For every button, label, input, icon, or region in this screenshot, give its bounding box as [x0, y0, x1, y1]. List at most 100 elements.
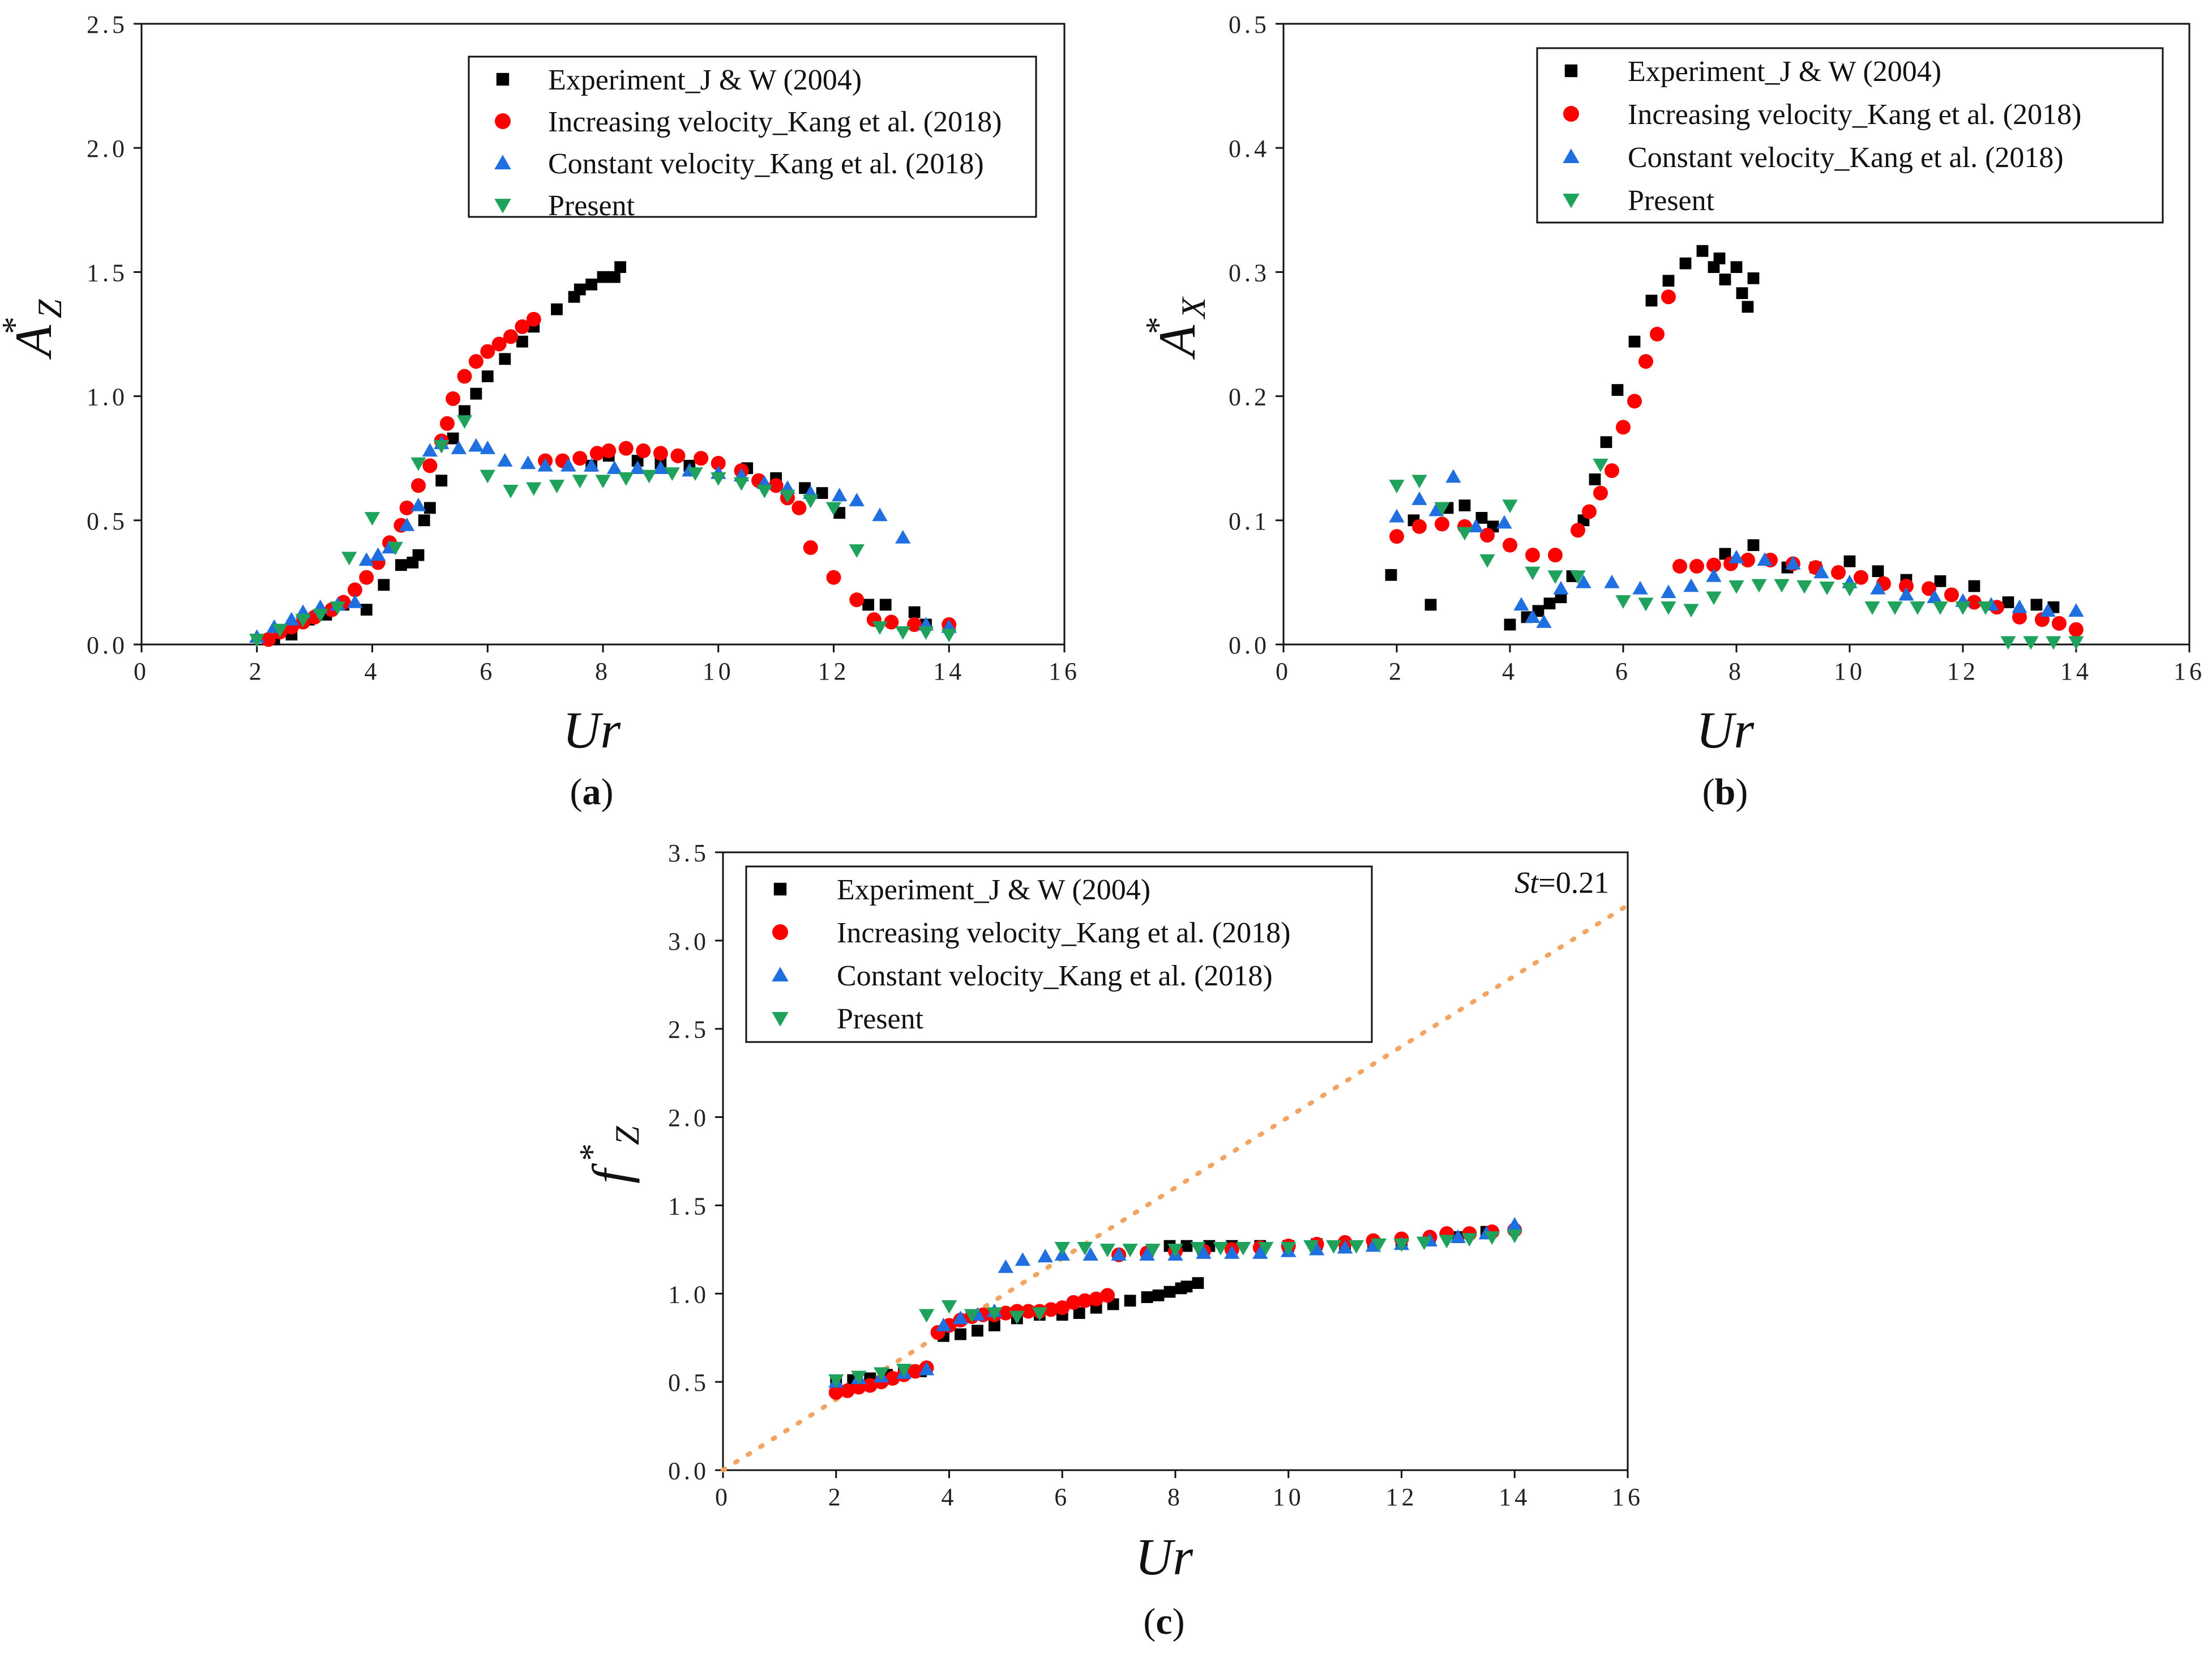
data-point — [828, 1385, 844, 1400]
data-point — [1054, 1242, 1070, 1256]
legend-marker — [494, 155, 511, 170]
legend: Experiment_J & W (2004) Increasing veloci… — [745, 865, 1373, 1043]
data-point — [1887, 601, 1903, 615]
data-point — [1842, 583, 1858, 597]
data-point — [935, 1317, 952, 1331]
data-point — [885, 1370, 900, 1386]
data-point — [952, 1310, 969, 1325]
data-point — [434, 440, 450, 454]
data-point — [439, 416, 455, 431]
data-point — [491, 336, 507, 352]
data-point — [849, 493, 865, 506]
data-point — [1309, 1241, 1325, 1256]
y-tick-label: 0.3 — [1229, 259, 1270, 287]
data-point — [284, 612, 300, 626]
data-point — [249, 633, 265, 647]
data-point — [1389, 509, 1405, 523]
data-point — [1553, 580, 1569, 595]
data-point — [1899, 578, 1914, 593]
data-point — [597, 271, 609, 283]
data-point — [2002, 596, 2014, 608]
data-point — [1326, 1240, 1342, 1254]
data-point — [468, 354, 484, 369]
data-point — [1385, 569, 1397, 581]
data-point — [803, 494, 819, 509]
y-axis-label-main: A — [5, 324, 62, 360]
y-tick-label: 0.0 — [87, 631, 128, 659]
chart-panel-c: 0 2 4 6 8 10 12 14 160.00.51.01.52.02.53.03.5Urf… — [573, 839, 1640, 1642]
y-axis-label-sub: X — [1175, 296, 1212, 319]
data-point — [1411, 491, 1427, 505]
data-point — [1571, 523, 1585, 538]
data-point — [1389, 529, 1404, 544]
data-point — [1740, 552, 1755, 567]
data-point — [791, 500, 807, 515]
data-point — [1854, 570, 1868, 585]
data-point — [1774, 579, 1790, 593]
data-point — [589, 446, 605, 461]
data-point — [537, 458, 553, 472]
strouhal-annotation: St=0.21 — [1514, 866, 1609, 900]
data-point — [618, 472, 634, 486]
data-point — [964, 1309, 980, 1323]
x-tick-label: 0 — [1276, 657, 1291, 685]
data-point — [1872, 565, 1884, 578]
data-point — [816, 487, 828, 499]
strouhal-symbol: St — [1514, 866, 1539, 900]
data-point — [1077, 1293, 1093, 1308]
data-point — [606, 460, 623, 474]
data-point — [1411, 475, 1427, 489]
data-point — [1576, 574, 1591, 588]
legend-label: Increasing velocity_Kang et al. (2018) — [837, 917, 1290, 949]
data-point — [1683, 578, 1699, 592]
data-point — [941, 1300, 957, 1314]
data-point — [711, 455, 726, 471]
data-point — [585, 278, 598, 291]
data-point — [551, 303, 563, 315]
data-point — [347, 594, 363, 608]
data-point — [470, 387, 482, 400]
legend-marker — [1563, 193, 1580, 208]
data-point — [907, 617, 922, 632]
data-point — [1543, 597, 1556, 610]
legend-marker — [1563, 106, 1579, 122]
legend-box — [468, 55, 1037, 218]
data-point — [1813, 565, 1829, 579]
y-axis-label-sup: * — [0, 317, 34, 334]
data-point — [418, 514, 430, 527]
data-point — [359, 570, 374, 585]
data-point — [2000, 636, 2016, 650]
data-point — [2068, 603, 2084, 617]
legend-label: Present — [1628, 185, 1715, 217]
data-point — [694, 451, 709, 466]
data-point — [2046, 636, 2061, 650]
x-tick-label: 2 — [249, 657, 265, 685]
data-point — [849, 592, 865, 608]
data-point — [1593, 458, 1608, 472]
legend-marker — [494, 198, 511, 214]
data-point — [1439, 1235, 1455, 1249]
x-tick-label: 14 — [2060, 657, 2092, 685]
data-point — [918, 1309, 935, 1323]
data-point — [908, 606, 921, 618]
data-point — [515, 319, 530, 334]
data-point — [1445, 469, 1461, 483]
y-tick-label: 2.5 — [87, 11, 128, 39]
data-point — [1513, 597, 1529, 611]
data-point — [1967, 595, 1982, 610]
data-point — [422, 443, 438, 457]
data-point — [499, 353, 511, 365]
data-point — [895, 626, 911, 640]
legend-label: Present — [837, 1003, 924, 1035]
data-point — [520, 455, 536, 469]
panel-caption: (b) — [1702, 771, 1748, 813]
x-tick-label: 8 — [1728, 657, 1744, 685]
data-point — [849, 544, 865, 558]
data-point — [1145, 1244, 1161, 1258]
data-point — [879, 599, 892, 611]
data-point — [1111, 1247, 1127, 1261]
data-point — [1736, 287, 1748, 300]
legend-marker — [1564, 64, 1578, 78]
data-point — [1672, 558, 1687, 574]
